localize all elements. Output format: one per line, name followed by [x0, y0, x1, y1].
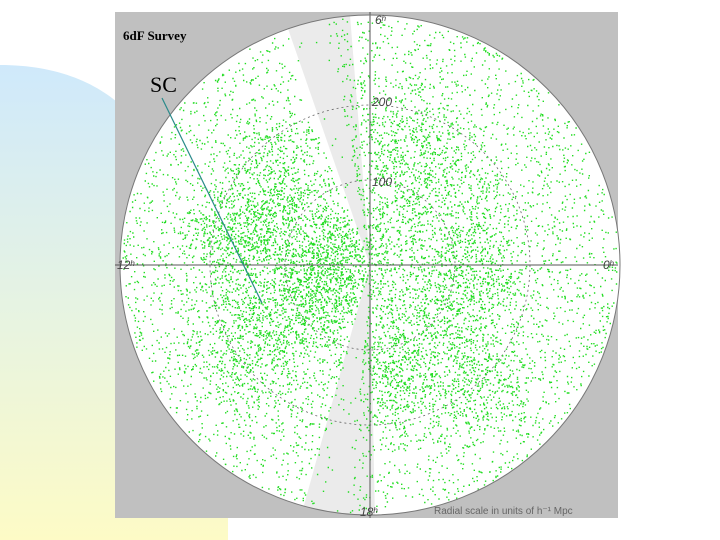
figure-title: 6dF Survey	[123, 28, 187, 43]
hour-label: 18ʰ	[360, 505, 378, 519]
hour-label: 0ʰ	[603, 258, 615, 272]
hour-label: 12ʰ	[117, 258, 135, 272]
disc-outline	[119, 14, 621, 516]
galactic-plane	[285, 15, 375, 515]
annotation-arrow	[161, 97, 263, 304]
radial-label: 200	[371, 95, 392, 109]
zone-of-avoidance	[285, 15, 370, 265]
radial-label: 100	[372, 175, 392, 189]
zone-of-avoidance	[300, 265, 375, 515]
hour-label: 6ʰ	[375, 13, 387, 27]
caption: Radial scale in units of h⁻¹ Mpc	[434, 506, 573, 517]
annotation-label: SC	[150, 72, 177, 97]
